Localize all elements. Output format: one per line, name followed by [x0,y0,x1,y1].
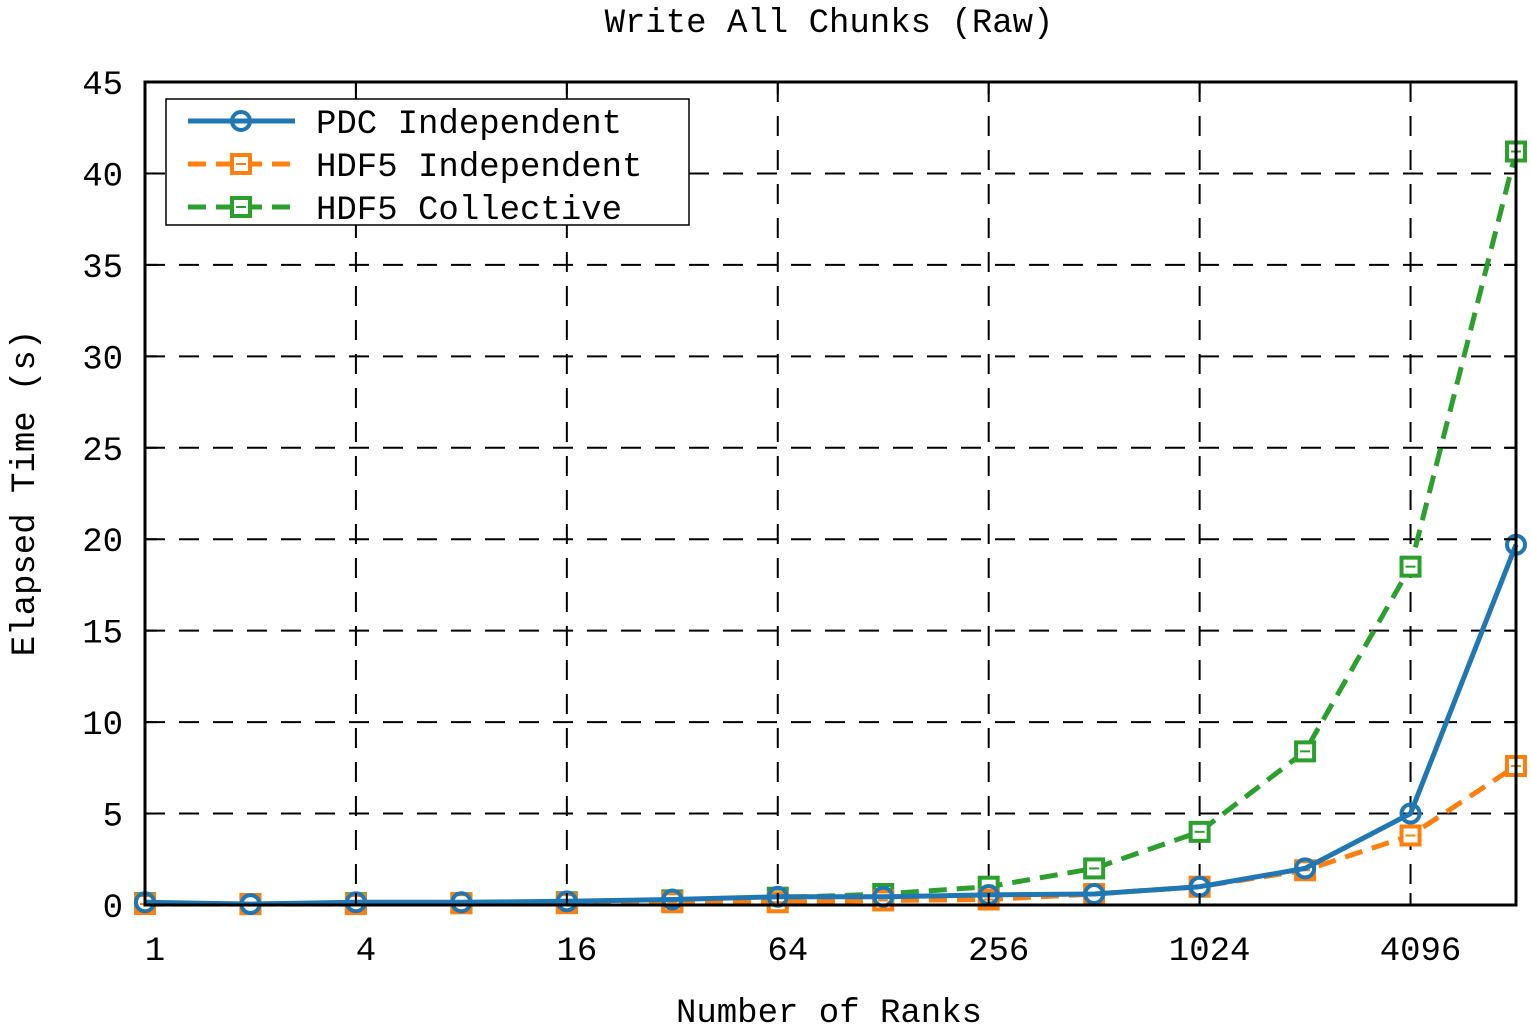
x-axis-label: Number of Ranks [676,995,982,1027]
legend-label-pdc-independent: PDC Independent [316,106,622,144]
data-point-hdf5-independent [1399,824,1422,847]
x-tick-label: 4 [356,933,376,971]
y-tick-label: 20 [82,524,123,562]
data-point-pdc-independent [450,891,473,914]
axis-ticks: 1 4 16 64 256 1024 4096 0 5 10 15 20 25 30 35 40 45 [82,67,1516,971]
y-tick-label: 45 [82,67,123,105]
data-point-hdf5-collective [1083,857,1106,880]
legend: PDC Independent HDF5 Independent HDF5 Coll… [165,98,690,230]
legend-marker-hdf5-independent [230,153,252,175]
x-tick-label: 4096 [1380,933,1462,971]
legend-item-hdf5-collective: HDF5 Collective [188,192,622,230]
legend-label-hdf5-independent: HDF5 Independent [316,149,642,187]
data-point-hdf5-collective [1188,820,1211,843]
y-tick-label: 40 [82,158,123,196]
legend-label-hdf5-collective: HDF5 Collective [316,192,622,230]
data-point-pdc-independent [1399,802,1422,825]
legend-marker-pdc-independent [230,110,252,132]
chart-title: Write All Chunks (Raw) [605,5,1054,43]
legend-item-hdf5-independent: HDF5 Independent [188,149,642,187]
data-point-pdc-independent [1083,883,1106,906]
grid [145,82,1516,905]
data-point-hdf5-collective [1399,555,1422,578]
series-line-pdc-independent [144,543,1519,907]
y-tick-label: 35 [82,250,123,288]
y-axis-label: Elapsed Time (s) [7,330,45,656]
x-tick-label: 1 [145,933,165,971]
legend-marker-hdf5-collective [230,196,252,218]
y-tick-label: 15 [82,616,123,654]
y-tick-label: 0 [103,890,123,928]
y-tick-label: 25 [82,433,123,471]
y-tick-label: 5 [103,799,123,837]
x-tick-label: 16 [556,933,597,971]
data-point-pdc-independent [555,890,578,913]
data-point-pdc-independent [661,888,684,911]
y-tick-label: 30 [82,341,123,379]
legend-item-pdc-independent: PDC Independent [188,106,622,144]
plot-frame [143,80,1518,907]
data-point-pdc-independent [1294,857,1317,880]
x-tick-label: 256 [968,933,1029,971]
x-tick-label: 1024 [1169,933,1251,971]
y-tick-label: 10 [82,707,123,745]
data-point-hdf5-collective [1294,740,1317,763]
x-tick-label: 64 [767,933,808,971]
